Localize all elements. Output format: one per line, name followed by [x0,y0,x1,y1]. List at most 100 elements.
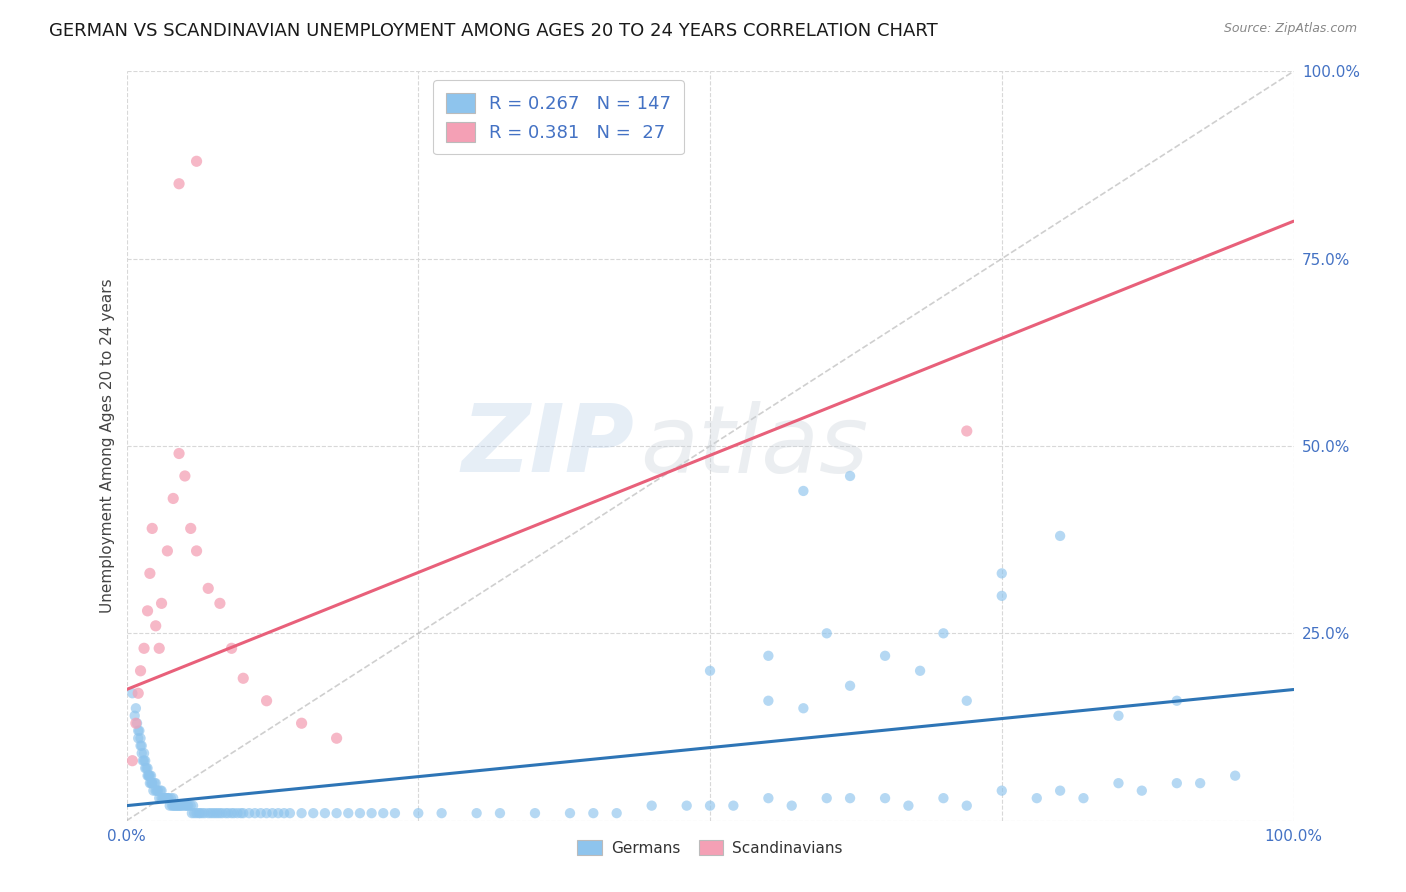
Point [956,798,979,813]
Point [267,806,290,821]
Point [558,806,581,821]
Point [141,776,163,790]
Y-axis label: Unemployment Among Ages 20 to 24 years: Unemployment Among Ages 20 to 24 years [100,278,115,614]
Point [136,769,159,783]
Point [124,708,146,723]
Point [215,806,238,821]
Point [290,806,312,821]
Point [162,798,184,813]
Point [897,798,920,813]
Point [139,566,162,581]
Point [243,806,266,821]
Point [127,686,149,700]
Point [121,754,143,768]
Point [131,746,153,760]
Point [207,806,229,821]
Point [156,544,179,558]
Point [167,177,190,191]
Point [139,769,162,783]
Point [145,783,167,797]
Point [1166,776,1188,790]
Point [174,798,197,813]
Point [136,604,159,618]
Point [932,791,955,805]
Point [990,783,1012,797]
Point [208,806,231,821]
Point [166,798,188,813]
Point [136,761,159,775]
Point [153,791,176,805]
Point [129,664,152,678]
Point [222,806,245,821]
Point [373,806,395,821]
Point [177,798,200,813]
Point [792,483,814,498]
Point [132,746,155,760]
Point [360,806,382,821]
Text: ZIP: ZIP [461,400,634,492]
Point [256,694,278,708]
Point [208,596,231,610]
Point [153,791,176,805]
Point [180,798,202,813]
Point [132,754,155,768]
Point [194,806,217,821]
Point [186,544,208,558]
Point [174,798,197,813]
Point [232,806,254,821]
Point [148,641,170,656]
Point [1223,769,1246,783]
Point [430,806,453,821]
Point [756,648,779,663]
Point [191,806,214,821]
Point [1073,791,1095,805]
Point [160,791,183,805]
Point [176,798,198,813]
Point [1049,783,1071,797]
Point [217,806,239,821]
Point [232,671,254,685]
Point [163,798,186,813]
Point [160,798,183,813]
Point [162,791,184,805]
Point [278,806,301,821]
Point [756,694,779,708]
Point [839,469,862,483]
Point [384,806,406,821]
Point [1025,791,1047,805]
Point [201,806,224,821]
Point [1108,708,1130,723]
Point [128,723,150,738]
Point [875,648,897,663]
Point [121,686,143,700]
Text: Source: ZipAtlas.com: Source: ZipAtlas.com [1223,22,1357,36]
Point [149,783,172,797]
Point [839,679,862,693]
Point [150,596,173,610]
Point [167,798,190,813]
Point [302,806,325,821]
Point [127,723,149,738]
Point [197,806,219,821]
Point [181,798,204,813]
Point [290,716,312,731]
Point [956,694,979,708]
Point [131,739,153,753]
Point [167,798,190,813]
Point [1166,694,1188,708]
Point [167,446,190,460]
Point [1108,776,1130,790]
Point [139,769,162,783]
Point [142,783,165,797]
Point [1049,529,1071,543]
Point [256,806,278,821]
Point [165,798,187,813]
Point [135,761,157,775]
Text: atlas: atlas [640,401,869,491]
Point [325,731,347,746]
Point [134,754,156,768]
Point [204,806,226,821]
Point [157,791,180,805]
Point [170,798,193,813]
Point [675,798,697,813]
